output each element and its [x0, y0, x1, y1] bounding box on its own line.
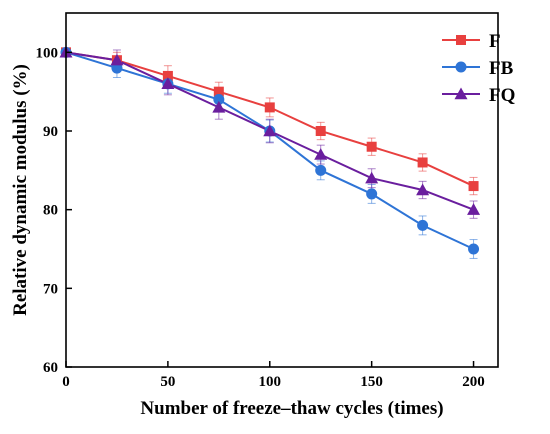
- y-tick-label: 100: [36, 45, 59, 61]
- data-point-f: [315, 126, 326, 136]
- legend-label: F: [489, 31, 501, 52]
- plot-frame: [65, 12, 499, 368]
- data-point-fq: [314, 148, 328, 160]
- data-point-fq: [263, 124, 277, 137]
- data-point-fq: [416, 183, 430, 196]
- y-axis-title: Relative dynamic modulus (%): [10, 64, 31, 316]
- data-point-fb: [366, 188, 378, 200]
- y-tick-label: 80: [43, 203, 58, 219]
- data-point-fb: [468, 243, 480, 255]
- data-point-fb: [417, 219, 429, 231]
- data-point-f: [366, 141, 377, 152]
- legend: F FB FQ: [442, 31, 515, 106]
- data-point-fq: [365, 171, 379, 184]
- x-tick-label: 0: [62, 374, 70, 390]
- series-markers: [59, 45, 481, 255]
- data-point-fq: [467, 203, 481, 215]
- x-tick-label: 200: [462, 374, 485, 390]
- series-lines: [65, 51, 474, 250]
- data-point-fb: [213, 94, 225, 106]
- data-point-fq: [212, 100, 226, 113]
- series-line-fb: [65, 51, 474, 250]
- data-point-f: [417, 157, 428, 168]
- legend-label: FB: [489, 58, 514, 79]
- data-point-f: [468, 181, 479, 192]
- data-point-fq: [161, 77, 175, 89]
- y-tick-label: 60: [43, 360, 58, 376]
- data-point-f: [213, 86, 224, 97]
- x-tick-label: 50: [160, 374, 175, 390]
- data-point-fq: [110, 53, 124, 66]
- legend-marker: [455, 61, 467, 73]
- data-point-fb: [315, 164, 327, 176]
- axes: 0 50 100 150 200 60 70 80 90 100: [36, 45, 485, 390]
- x-tick-label: 150: [360, 374, 383, 390]
- legend-marker: [454, 87, 468, 100]
- legend-label: FQ: [489, 85, 515, 106]
- x-axis-title: Number of freeze–thaw cycles (times): [140, 398, 443, 419]
- x-tick-label: 100: [259, 374, 282, 390]
- y-tick-label: 70: [43, 281, 58, 297]
- data-point-f: [162, 70, 173, 81]
- y-tick-label: 90: [43, 124, 58, 140]
- data-point-f: [264, 102, 275, 113]
- legend-marker: [456, 35, 466, 45]
